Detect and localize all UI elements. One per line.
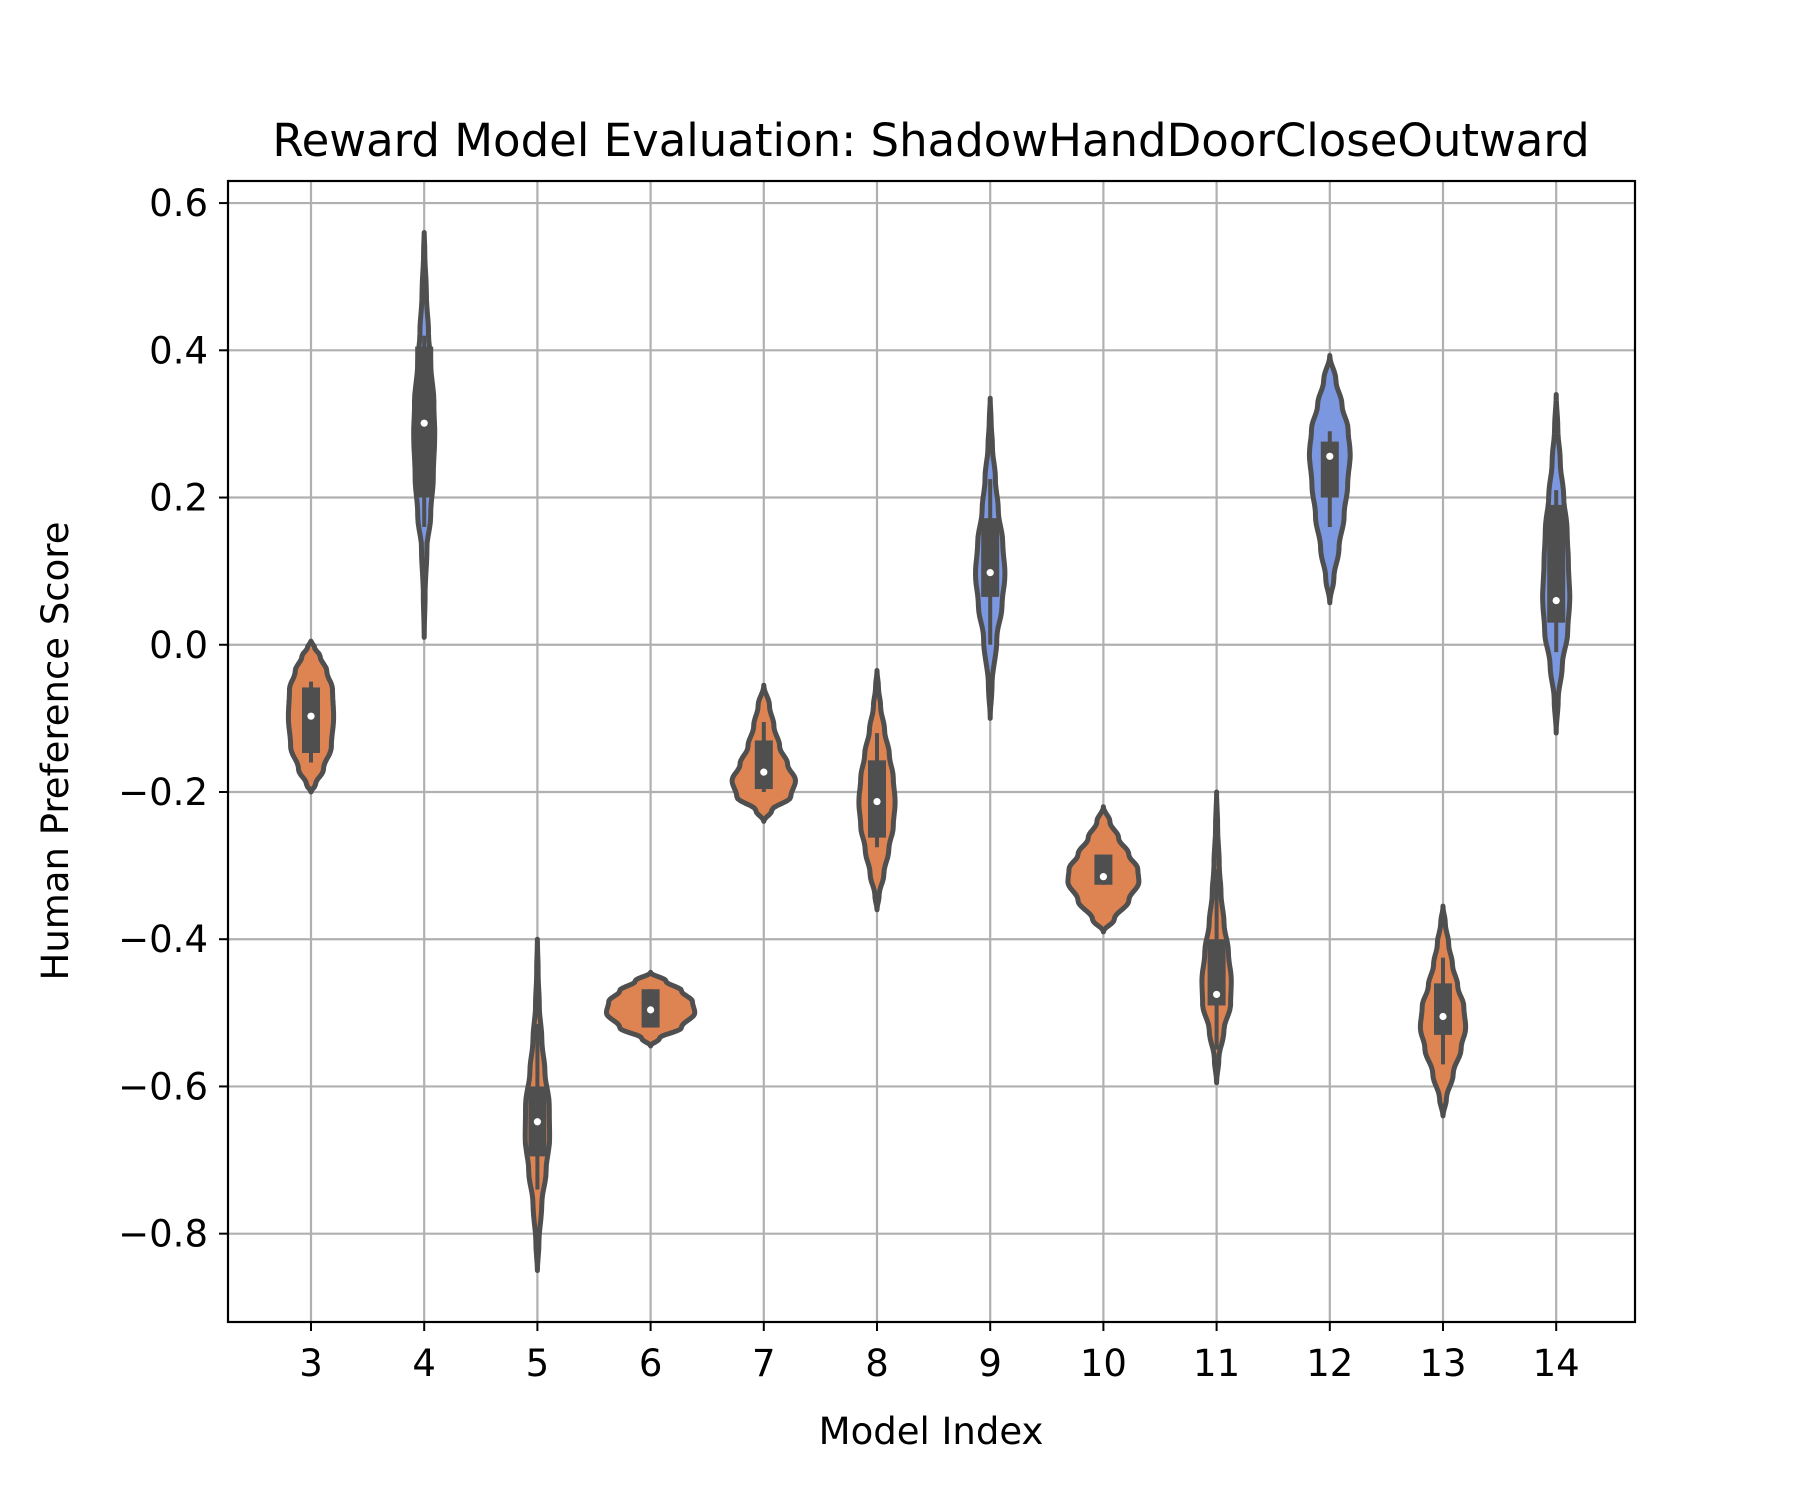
x-tick-label: 5 <box>526 1342 550 1385</box>
x-tick-label: 4 <box>412 1342 436 1385</box>
violin-median <box>647 1006 655 1014</box>
violin-median <box>533 1118 542 1126</box>
y-tick-label: −0.6 <box>118 1065 208 1108</box>
y-axis-label: Human Preference Score <box>34 522 77 981</box>
violin-3 <box>285 638 337 795</box>
violin-median <box>1213 990 1221 999</box>
violin-median <box>986 569 994 577</box>
x-tick-label: 7 <box>752 1342 776 1385</box>
violin-9 <box>973 395 1008 721</box>
violin-median <box>760 768 768 776</box>
y-tick-label: 0.2 <box>149 477 208 520</box>
y-tick-label: −0.4 <box>118 918 208 961</box>
violin-median <box>1099 873 1107 881</box>
y-tick-label: 0.6 <box>149 182 208 225</box>
violin-iqr-box <box>1207 939 1226 1006</box>
x-tick-label: 6 <box>639 1342 663 1385</box>
grid-layer <box>228 181 1635 1322</box>
violin-iqr-box <box>1547 504 1566 623</box>
violin-12 <box>1306 353 1353 606</box>
violin-median <box>420 419 428 427</box>
x-tick-label: 12 <box>1306 1342 1353 1385</box>
violin-median <box>873 797 881 806</box>
violin-iqr-box <box>1320 441 1339 498</box>
y-tick-label: 0.4 <box>149 329 208 372</box>
x-tick-label: 13 <box>1419 1342 1466 1385</box>
violin-10 <box>1065 804 1142 935</box>
y-tick-label: −0.8 <box>118 1213 208 1256</box>
y-tick-label: −0.2 <box>118 771 208 814</box>
violin-4 <box>411 230 438 640</box>
violin-13 <box>1417 903 1469 1119</box>
y-tick-label: 0.0 <box>149 624 208 667</box>
x-tick-label: 10 <box>1080 1342 1127 1385</box>
violin-iqr-box <box>754 740 773 790</box>
violin-iqr-box <box>981 518 1000 597</box>
x-axis-label: Model Index <box>819 1410 1044 1453</box>
x-tick-label: 11 <box>1193 1342 1240 1385</box>
violin-6 <box>604 969 698 1049</box>
violin-14 <box>1540 392 1573 736</box>
x-tick-label: 8 <box>865 1342 889 1385</box>
violin-iqr-box <box>1094 854 1113 885</box>
violin-iqr-box <box>302 687 320 753</box>
x-tick-label: 3 <box>299 1342 323 1385</box>
violin-5 <box>522 936 553 1273</box>
chart-title: Reward Model Evaluation: ShadowHandDoorC… <box>272 114 1589 167</box>
violin-median <box>1439 1012 1447 1021</box>
violin-11 <box>1199 789 1234 1086</box>
violin-median <box>1552 596 1560 605</box>
violin-layer <box>285 230 1573 1273</box>
x-tick-label: 14 <box>1533 1342 1580 1385</box>
violin-median <box>1326 452 1334 460</box>
tick-layer: 0.6 0.4 0.2 0.0 −0.2 −0.4 −0.6 −0.8 3 4 5 6 7 8 9 10 11 1… <box>118 182 1580 1385</box>
violin-8 <box>856 668 898 913</box>
violin-iqr-box <box>1434 983 1452 1035</box>
violin-median <box>307 712 315 720</box>
violin-7 <box>729 682 798 824</box>
plot-frame <box>226 179 1637 1324</box>
x-tick-label: 9 <box>978 1342 1002 1385</box>
